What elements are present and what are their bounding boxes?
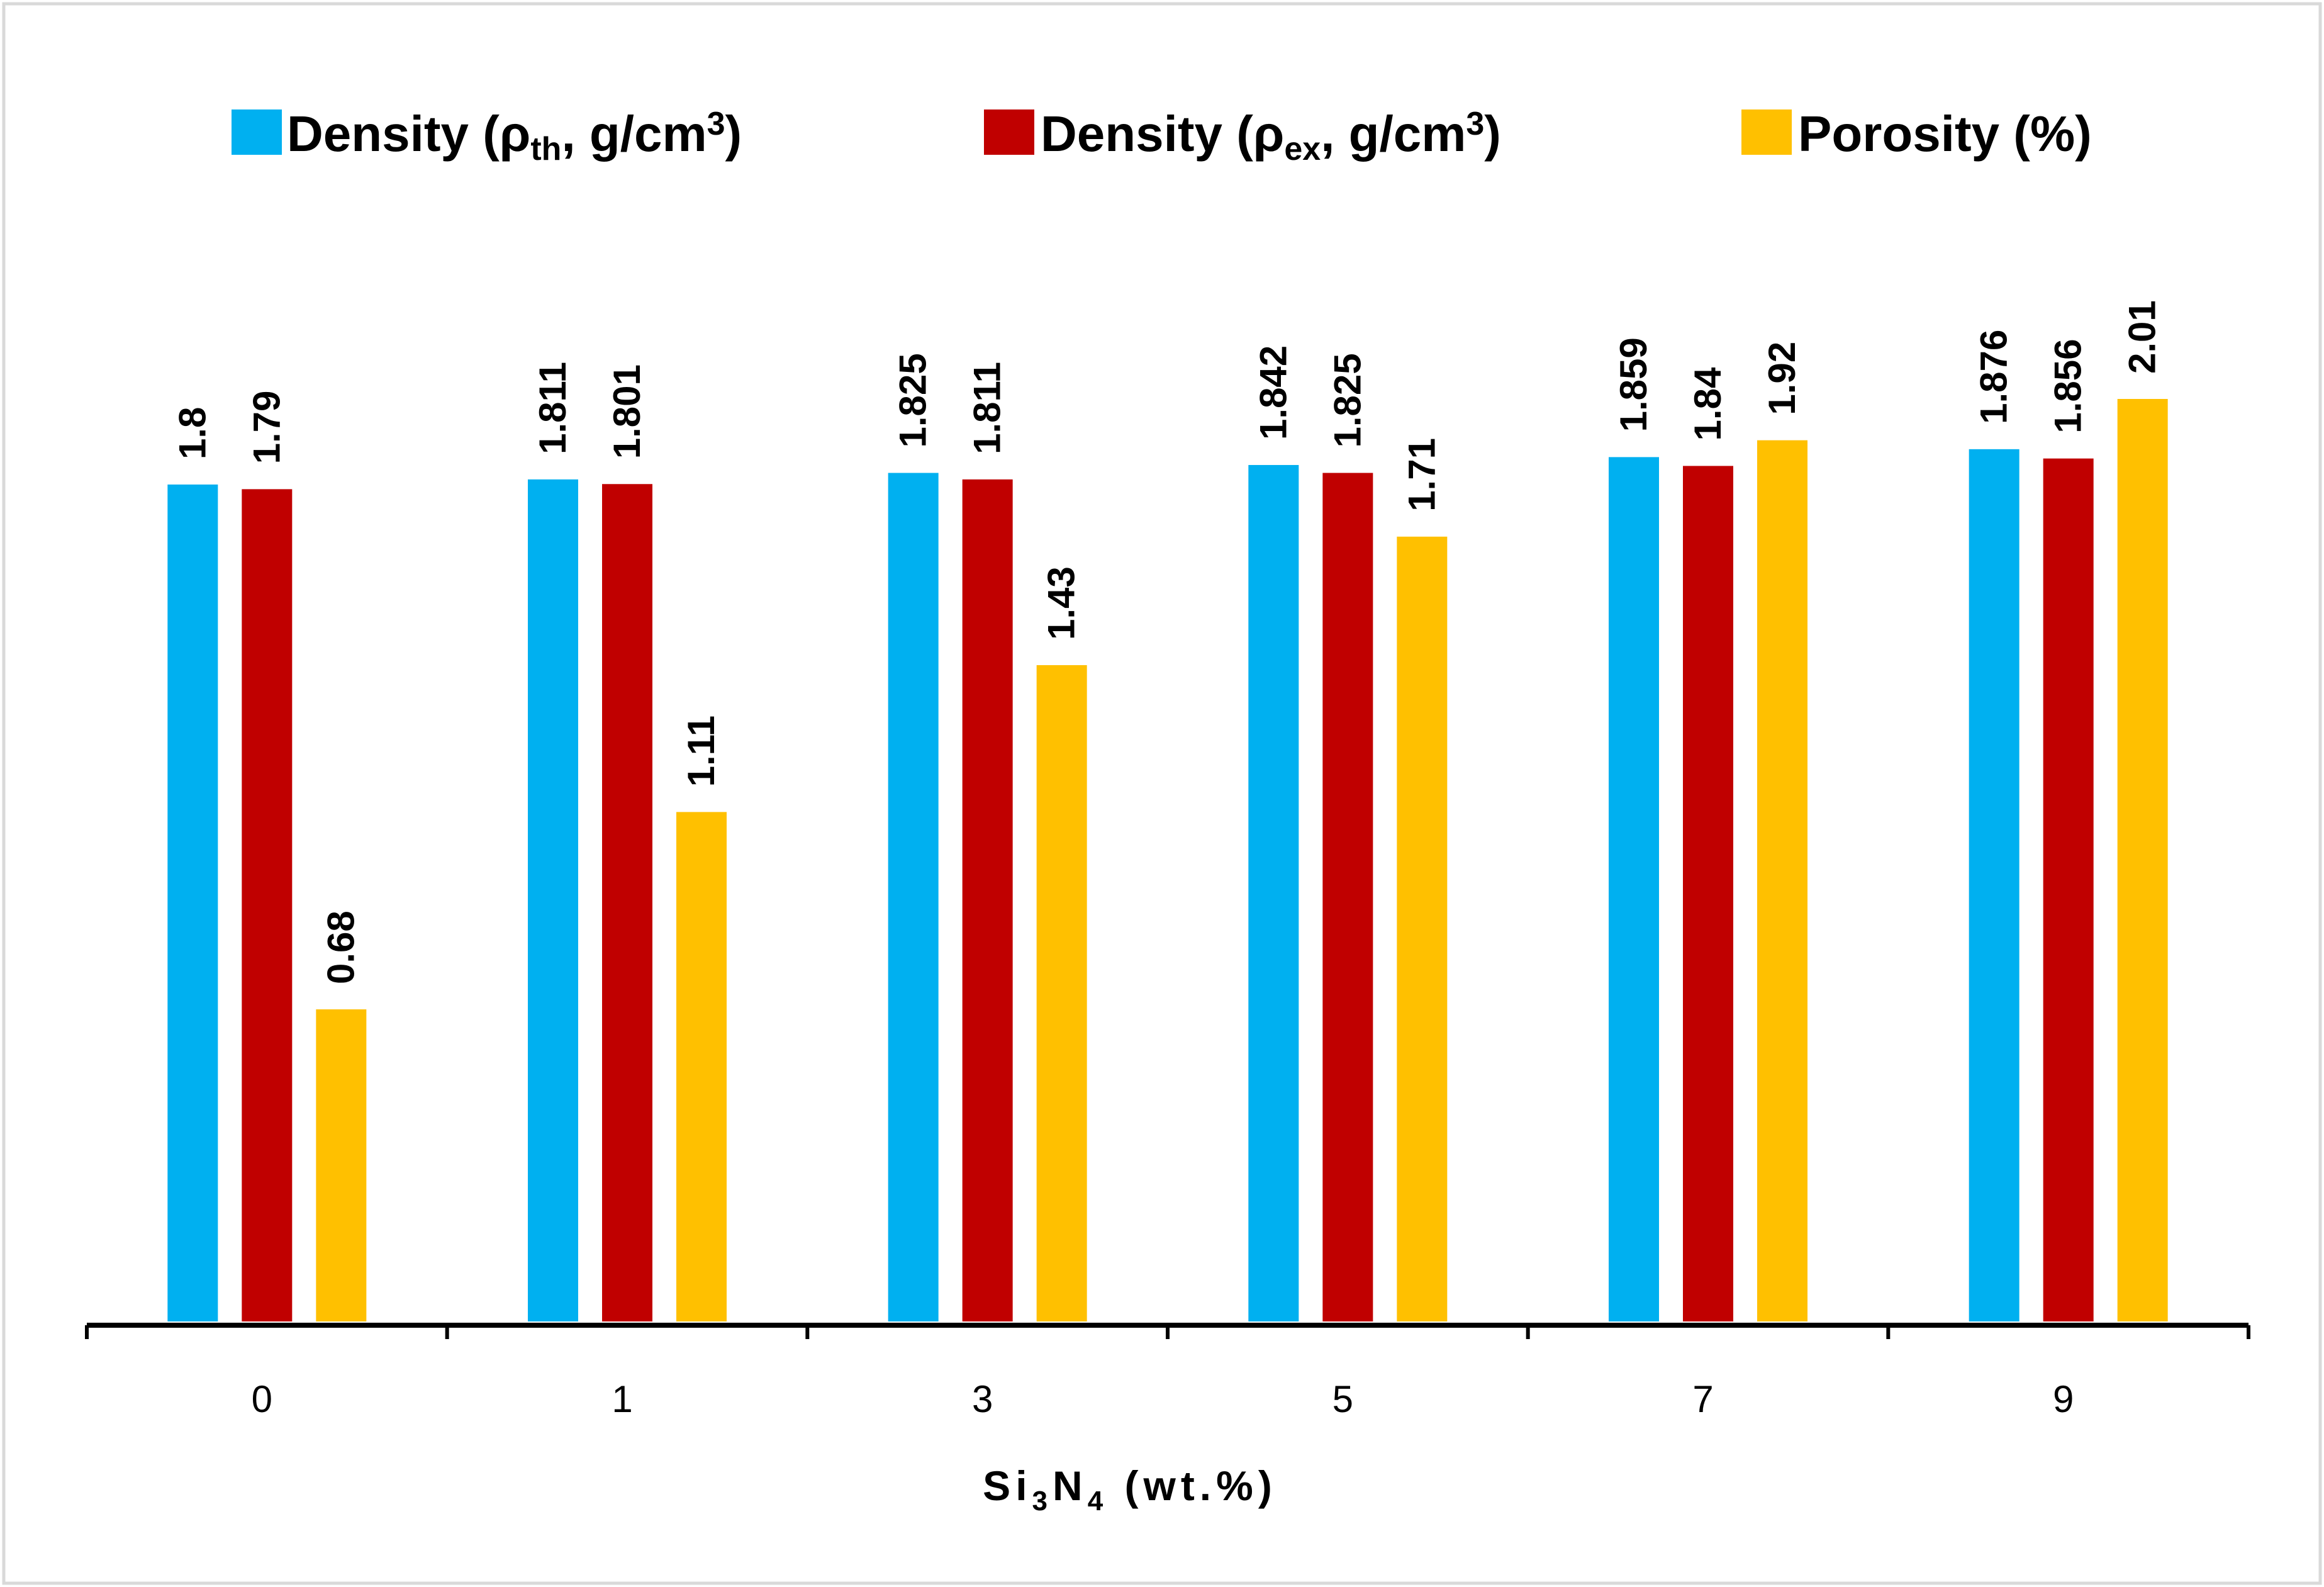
- data-label: 1.79: [245, 391, 288, 464]
- bar-density-experimental: [2043, 458, 2094, 1321]
- data-label: 1.876: [1973, 330, 2015, 424]
- bar-density-experimental: [242, 489, 293, 1321]
- legend-label-part: , g/cm: [1321, 106, 1466, 162]
- legend-label-subscript: th: [530, 131, 561, 167]
- data-label: 1.92: [1761, 342, 1803, 415]
- legend-label-part: Density (ρ: [1041, 106, 1284, 162]
- legend-label-superscript: 3: [707, 106, 725, 142]
- bar-porosity: [676, 812, 727, 1321]
- data-label: 1.856: [2047, 339, 2089, 433]
- legend-swatch-density-experimental: [984, 109, 1034, 155]
- bar-density-experimental: [602, 484, 652, 1321]
- legend-label-part: Density (ρ: [287, 106, 530, 162]
- x-axis-ticks: [85, 1325, 2250, 1339]
- x-tick-label: 3: [972, 1378, 993, 1420]
- x-tick-label: 7: [1692, 1378, 1713, 1420]
- legend: Density (ρth, g/cm3) Density (ρex, g/cm3…: [232, 106, 2092, 167]
- x-tick-label: 1: [612, 1378, 632, 1420]
- data-label: 1.8: [171, 407, 213, 459]
- bar-porosity: [1757, 440, 1807, 1321]
- x-axis-title-part: Si: [983, 1462, 1032, 1509]
- data-label: 1.811: [532, 362, 574, 454]
- x-tick-label: 0: [252, 1378, 272, 1420]
- legend-label-part: ): [1484, 106, 1501, 162]
- legend-label-part: ): [725, 106, 742, 162]
- bar-porosity: [1036, 665, 1087, 1321]
- data-label: 0.68: [320, 911, 362, 984]
- data-label: 1.43: [1041, 566, 1083, 640]
- bar-density-theoretical: [167, 485, 218, 1321]
- x-axis-title-subscript: 4: [1088, 1486, 1108, 1517]
- bars-group: [167, 399, 2168, 1322]
- data-label: 1.811: [966, 362, 1008, 454]
- x-tick-label: 9: [2053, 1378, 2074, 1420]
- x-axis-title-part: N: [1053, 1462, 1088, 1509]
- x-axis-title-subscript: 3: [1032, 1486, 1053, 1517]
- x-axis-title-part: (wt.%): [1108, 1462, 1277, 1509]
- data-label: 1.11: [680, 715, 722, 787]
- legend-swatch-porosity: [1741, 109, 1792, 155]
- legend-label-density-experimental: Density (ρex, g/cm3): [1041, 106, 1501, 167]
- bar-porosity: [2117, 399, 2168, 1321]
- data-labels-group: 1.8 1.79 0.68 1.811 1.801 1.11 1.825 1.811 1.43 1…: [171, 300, 2163, 984]
- legend-label-porosity: Porosity (%): [1798, 106, 2092, 162]
- bar-density-theoretical: [1248, 464, 1299, 1321]
- legend-label-density-theoretical: Density (ρth, g/cm3): [287, 106, 742, 167]
- bar-porosity: [316, 1009, 367, 1321]
- bar-porosity: [1397, 536, 1448, 1322]
- data-label: 1.842: [1252, 345, 1294, 440]
- data-label: 1.859: [1612, 337, 1655, 432]
- data-label: 1.825: [1326, 353, 1368, 447]
- legend-label-part: Porosity (%): [1798, 106, 2092, 162]
- bar-density-experimental: [962, 479, 1013, 1321]
- legend-label-superscript: 3: [1466, 106, 1484, 142]
- bar-density-theoretical: [528, 479, 578, 1321]
- data-label: 2.01: [2121, 300, 2164, 374]
- bar-density-theoretical: [1969, 449, 2020, 1321]
- bar-density-theoretical: [1609, 457, 1659, 1322]
- x-tick-label: 5: [1332, 1378, 1353, 1420]
- legend-label-part: , g/cm: [561, 106, 707, 162]
- bar-density-experimental: [1322, 473, 1373, 1321]
- bar-density-theoretical: [888, 473, 939, 1321]
- legend-label-subscript: ex: [1284, 131, 1321, 167]
- data-label: 1.84: [1687, 367, 1729, 440]
- data-label: 1.71: [1400, 438, 1443, 512]
- data-label: 1.825: [892, 353, 934, 447]
- bar-density-experimental: [1683, 466, 1733, 1321]
- x-axis-tick-labels: 0 1 3 5 7 9: [252, 1378, 2074, 1420]
- legend-swatch-density-theoretical: [232, 109, 282, 155]
- data-label: 1.801: [606, 364, 648, 459]
- x-axis-title: Si3N4 (wt.%): [983, 1462, 1277, 1517]
